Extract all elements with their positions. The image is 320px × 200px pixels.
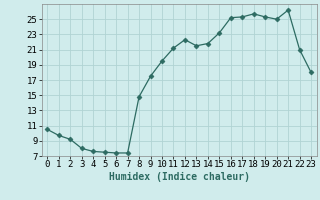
X-axis label: Humidex (Indice chaleur): Humidex (Indice chaleur)	[109, 172, 250, 182]
